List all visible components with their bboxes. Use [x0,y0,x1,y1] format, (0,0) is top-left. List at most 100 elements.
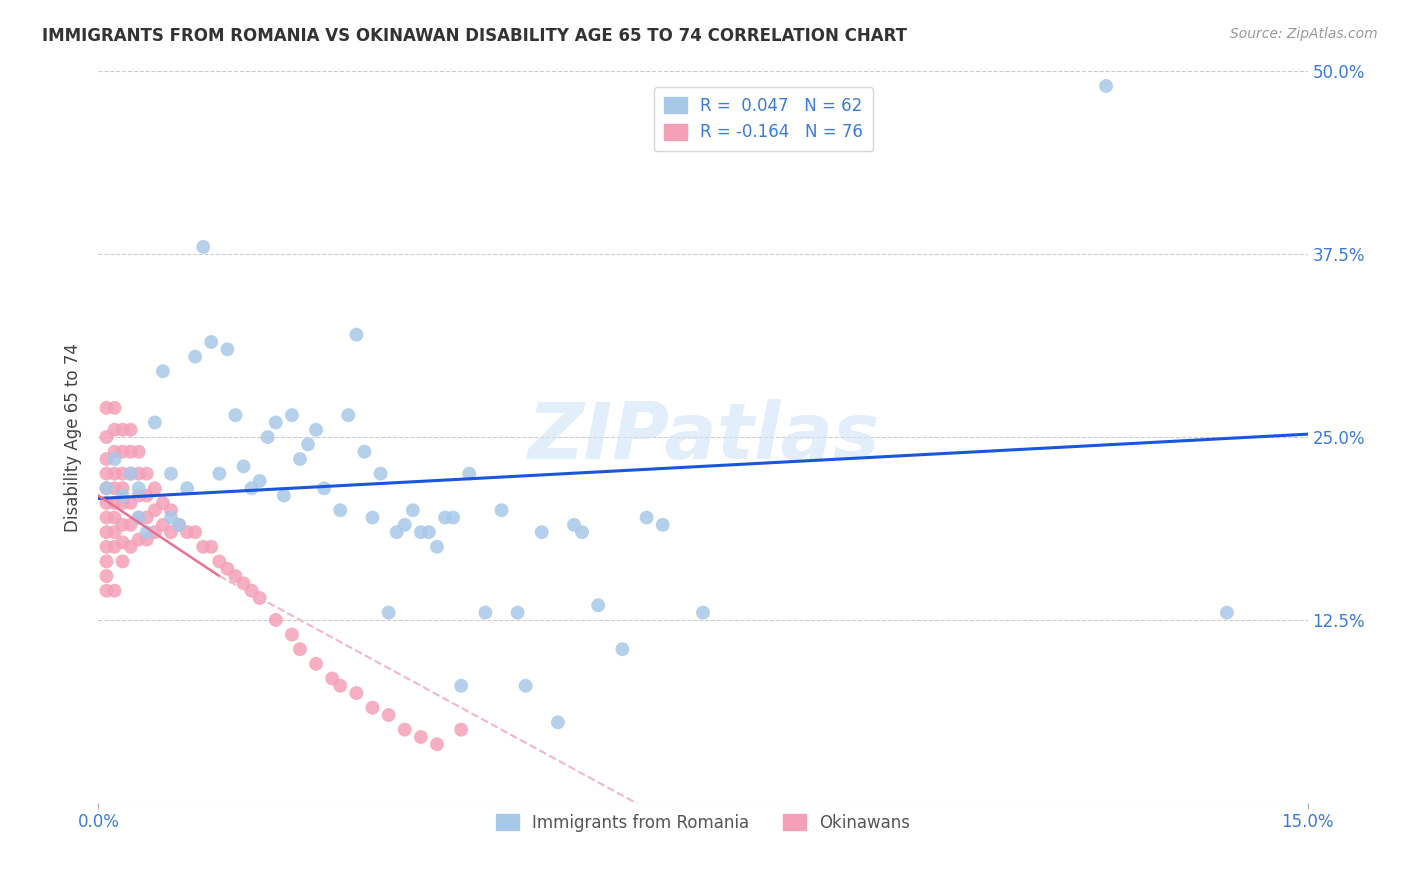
Point [612,642,634,657]
Point [200,334,222,349]
Point [530,525,553,540]
Point [353,444,375,458]
Point [426,540,449,554]
Point [232,576,254,591]
Point [361,700,384,714]
Point [692,606,714,620]
Point [281,408,304,422]
Point [377,606,399,620]
Point [111,444,134,458]
Point [361,510,384,524]
Point [152,496,174,510]
Point [160,525,183,540]
Point [120,517,142,532]
Point [193,240,215,254]
Point [96,481,118,495]
Point [143,525,166,540]
Point [370,467,392,481]
Point [120,423,142,437]
Point [128,481,150,495]
Point [96,510,118,524]
Point [176,525,198,540]
Point [249,474,271,488]
Point [547,715,569,730]
Point [314,481,336,495]
Point [329,679,352,693]
Point [135,510,157,524]
Point [128,489,150,503]
Point [103,423,125,437]
Point [152,364,174,378]
Point [249,591,271,605]
Point [176,481,198,495]
Point [128,533,150,547]
Point [143,416,166,430]
Text: ZIPatlas: ZIPatlas [527,399,879,475]
Point [217,343,239,357]
Point [305,657,328,671]
Point [167,517,190,532]
Point [103,496,125,510]
Point [184,350,207,364]
Point [111,496,134,510]
Point [409,525,432,540]
Point [96,525,118,540]
Point [441,510,464,524]
Point [160,503,183,517]
Point [217,562,239,576]
Point [208,554,231,568]
Point [103,583,125,598]
Y-axis label: Disability Age 65 to 74: Disability Age 65 to 74 [65,343,83,532]
Point [111,489,134,503]
Point [232,459,254,474]
Point [120,540,142,554]
Point [128,467,150,481]
Point [152,517,174,532]
Point [264,613,287,627]
Point [103,525,125,540]
Point [651,517,673,532]
Point [337,408,360,422]
Point [297,437,319,451]
Point [96,467,118,481]
Point [224,408,246,422]
Point [96,430,118,444]
Text: IMMIGRANTS FROM ROMANIA VS OKINAWAN DISABILITY AGE 65 TO 74 CORRELATION CHART: IMMIGRANTS FROM ROMANIA VS OKINAWAN DISA… [42,27,907,45]
Point [450,679,472,693]
Point [120,496,142,510]
Point [96,554,118,568]
Point [1216,606,1239,620]
Point [264,416,287,430]
Point [128,510,150,524]
Point [288,452,311,467]
Point [458,467,481,481]
Point [111,554,134,568]
Point [160,467,183,481]
Text: Source: ZipAtlas.com: Source: ZipAtlas.com [1230,27,1378,41]
Point [111,481,134,495]
Point [143,481,166,495]
Point [240,481,263,495]
Point [111,517,134,532]
Point [96,481,118,495]
Point [160,510,183,524]
Point [409,730,432,744]
Point [474,606,496,620]
Point [491,503,513,517]
Point [200,540,222,554]
Point [103,481,125,495]
Point [120,444,142,458]
Point [450,723,472,737]
Point [103,467,125,481]
Point [344,327,367,342]
Point [103,444,125,458]
Point [273,489,295,503]
Legend: Immigrants from Romania, Okinawans: Immigrants from Romania, Okinawans [489,807,917,838]
Point [135,489,157,503]
Point [128,444,150,458]
Point [321,672,343,686]
Point [281,627,304,641]
Point [344,686,367,700]
Point [240,583,263,598]
Point [103,401,125,415]
